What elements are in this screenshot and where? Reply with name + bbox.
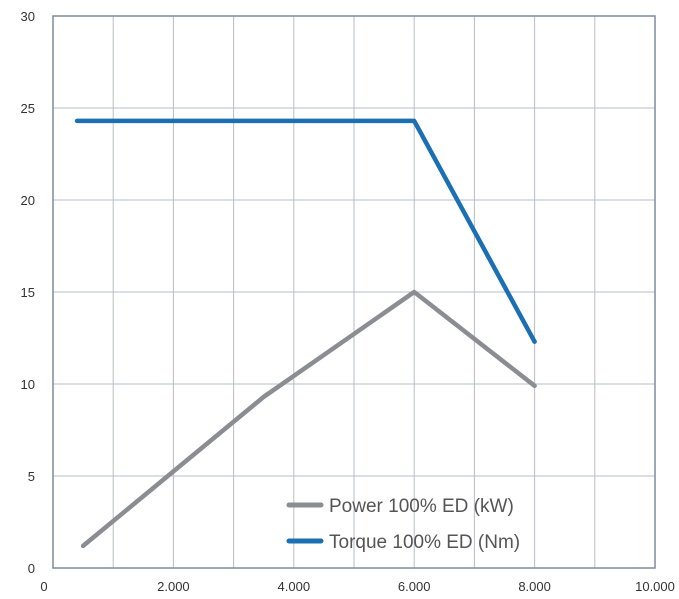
x-tick-label: 8.000	[518, 579, 551, 594]
grid	[53, 16, 655, 568]
plot-frame	[52, 15, 656, 569]
legend-item-torque: Torque 100% ED (Nm)	[286, 532, 520, 553]
legend: Power 100% ED (kW) Torque 100% ED (Nm)	[286, 496, 520, 553]
series-line-torque	[74, 118, 537, 344]
y-tick-label: 30	[21, 9, 35, 24]
x-tick-label: 6.000	[398, 579, 431, 594]
y-tick-label: 15	[21, 285, 35, 300]
legend-label-power: Power 100% ED (kW)	[329, 496, 514, 517]
legend-item-power: Power 100% ED (kW)	[286, 496, 514, 517]
y-tick-label: 5	[28, 469, 35, 484]
x-tick-label: 10.000	[635, 579, 675, 594]
x-tick-label: 0	[40, 579, 47, 594]
x-axis-ticks: 0 2.000 4.000 6.000 8.000 10.000	[40, 579, 675, 594]
y-tick-label: 20	[21, 193, 35, 208]
series-layer	[74, 118, 537, 549]
y-axis-ticks: 0 5 10 15 20 25 30	[21, 9, 35, 576]
legend-label-torque: Torque 100% ED (Nm)	[329, 532, 520, 553]
y-tick-label: 10	[21, 377, 35, 392]
x-tick-label: 2.000	[157, 579, 190, 594]
x-tick-label: 4.000	[278, 579, 311, 594]
y-tick-label: 25	[21, 101, 35, 116]
y-tick-label: 0	[28, 561, 35, 576]
series-line-power	[80, 289, 537, 549]
